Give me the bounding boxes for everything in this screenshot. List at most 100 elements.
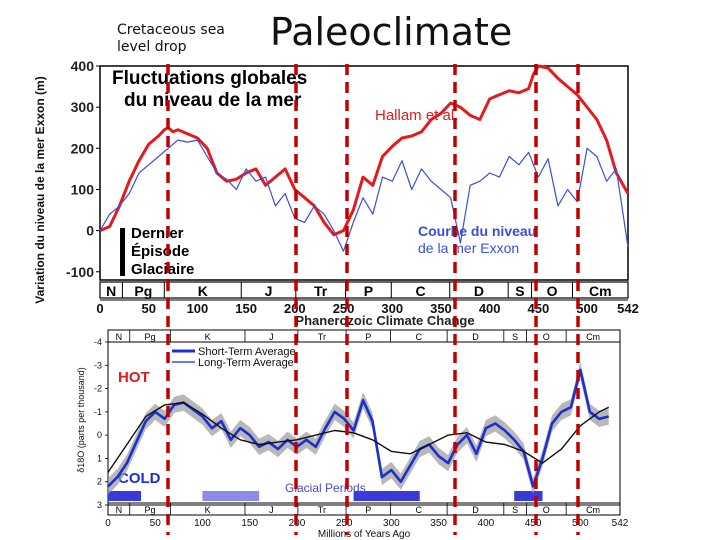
exxon-series-label-line-1: Courbe du niveau xyxy=(418,223,536,239)
glacial-episode-line-2: Épisode xyxy=(131,243,189,260)
sea-level-period-label: Tr xyxy=(314,283,328,299)
sea-level-xtick-label: 250 xyxy=(333,301,355,316)
sea-level-xtick-label: 500 xyxy=(576,301,598,316)
sea-level-period-label: D xyxy=(474,283,484,299)
sea-level-xtick-label: 300 xyxy=(381,301,403,316)
climate-ytick-label: -4 xyxy=(94,337,102,347)
legend-long-term-label: Long-Term Average xyxy=(198,357,294,369)
climate-xtick-label: 400 xyxy=(478,518,495,529)
climate-period-label-bottom: D xyxy=(472,505,479,515)
sea-level-ylabel: Variation du niveau de la mer Exxon (m) xyxy=(33,76,47,303)
sea-level-period-label: S xyxy=(515,283,524,299)
sea-level-ytick-label: 400 xyxy=(71,58,95,74)
climate-period-label-bottom: J xyxy=(269,505,274,515)
climate-period-label-top: O xyxy=(543,332,550,342)
climate-period-label-top: Tr xyxy=(318,332,326,342)
glacial-period-bar xyxy=(353,491,420,501)
slide-title: Paleoclimate xyxy=(270,10,513,54)
climate-ytick-label: 1 xyxy=(97,453,102,463)
slide-caption: Cretaceous sea level drop xyxy=(117,22,225,56)
climate-ytick-label: 3 xyxy=(97,500,102,510)
glacial-episode-line-3: Glaciaire xyxy=(131,261,194,278)
cold-label: COLD xyxy=(118,470,161,487)
caption-line-1: Cretaceous sea xyxy=(117,22,225,38)
long-term-average-line xyxy=(107,401,610,473)
climate-plot-area xyxy=(107,341,621,506)
climate-period-label-bottom: C xyxy=(416,505,423,515)
sea-level-xtick-label: 350 xyxy=(430,301,452,316)
climate-period-label-top: J xyxy=(269,332,274,342)
sea-level-period-label: C xyxy=(415,283,425,299)
climate-xtick-label: 350 xyxy=(430,518,447,529)
sea-level-ytick-label: 100 xyxy=(71,181,95,197)
climate-ytick-label: -2 xyxy=(94,384,102,394)
climate-xtick-label: 450 xyxy=(525,518,542,529)
sea-level-period-label: O xyxy=(547,283,558,299)
climate-change-chart: Phanerozoic Climate Change N N Pg Pg K K J J Tr Tr… xyxy=(76,313,629,540)
climate-ytick-label: 0 xyxy=(97,430,102,440)
sea-level-xtick-label: 50 xyxy=(141,301,155,316)
sea-level-xtick-label: 100 xyxy=(187,301,209,316)
sea-level-xtick-label: 542 xyxy=(617,301,639,316)
climate-ytick-label: -1 xyxy=(94,407,102,417)
sea-level-period-strip xyxy=(99,281,629,299)
climate-xtick-label: 542 xyxy=(612,518,629,529)
sea-level-period-label: J xyxy=(265,283,273,299)
climate-xtick-label: 250 xyxy=(336,518,353,529)
climate-period-label-bottom: O xyxy=(543,505,550,515)
glacial-period-bar xyxy=(514,491,543,501)
sea-level-chart: 400 300 200 100 0 -100 Variation du niveau de … xyxy=(33,58,639,316)
climate-ytick-label: 2 xyxy=(97,477,102,487)
sea-level-period-label: N xyxy=(106,283,116,299)
sea-level-ytick-label: 300 xyxy=(71,99,95,115)
sea-level-ytick-label: -100 xyxy=(66,264,94,280)
climate-period-label-top: D xyxy=(472,332,479,342)
sea-level-period-label: P xyxy=(364,283,373,299)
sea-level-ytick-label: 200 xyxy=(71,140,95,156)
exxon-series-label-line-2: de la mer Exxon xyxy=(418,240,519,256)
climate-title: Phanerozoic Climate Change xyxy=(295,313,474,328)
sea-level-xtick-label: 0 xyxy=(96,301,103,316)
sea-level-xtick-label: 400 xyxy=(479,301,501,316)
caption-line-2: level drop xyxy=(117,39,187,55)
dashed-marker-overlay xyxy=(166,64,580,535)
glacial-period-bar xyxy=(108,491,142,501)
short-term-average-line xyxy=(107,368,610,488)
climate-period-label-top: Pg xyxy=(145,332,156,342)
sea-level-title-line-2: du niveau de la mer xyxy=(124,90,302,111)
glacial-period-bar xyxy=(202,491,260,501)
climate-period-label-bottom: P xyxy=(365,505,371,515)
sea-level-title-line-1: Fluctuations globales xyxy=(112,68,307,89)
climate-xtick-label: 0 xyxy=(105,518,111,529)
short-term-uncertainty-band xyxy=(108,361,609,495)
sea-level-period-label: Cm xyxy=(589,283,612,299)
hot-label: HOT xyxy=(118,369,150,386)
climate-period-label-top: K xyxy=(205,332,211,342)
climate-xtick-label: 300 xyxy=(383,518,400,529)
climate-period-label-bottom: K xyxy=(205,505,211,515)
climate-period-label-top: S xyxy=(512,332,518,342)
climate-xtick-label: 50 xyxy=(150,518,162,529)
sea-level-xtick-label: 150 xyxy=(235,301,257,316)
climate-period-label-bottom: Cm xyxy=(586,505,600,515)
glacial-episode-line-1: Dernier xyxy=(131,225,184,242)
sea-level-xtick-label: 450 xyxy=(528,301,550,316)
sea-level-period-label: K xyxy=(198,283,208,299)
climate-period-label-top: P xyxy=(365,332,371,342)
climate-xlabel: Millions of Years Ago xyxy=(318,529,411,540)
climate-period-strip-bottom xyxy=(107,502,621,516)
climate-period-label-top: Cm xyxy=(586,332,600,342)
glacial-episode-bar xyxy=(120,228,125,276)
sea-level-ytick-label: 0 xyxy=(86,223,94,239)
sea-level-period-label: Pg xyxy=(134,283,152,299)
climate-period-label-bottom: N xyxy=(116,505,123,515)
climate-xtick-label: 100 xyxy=(194,518,211,529)
exxon-sea-level-line xyxy=(99,139,629,252)
hallam-series-label: Hallam et al. xyxy=(375,107,458,124)
climate-xtick-label: 150 xyxy=(241,518,258,529)
climate-ytick-label: -3 xyxy=(94,360,102,370)
climate-period-label-bottom: S xyxy=(512,505,518,515)
climate-period-label-bottom: Tr xyxy=(318,505,326,515)
climate-xtick-label: 500 xyxy=(572,518,589,529)
